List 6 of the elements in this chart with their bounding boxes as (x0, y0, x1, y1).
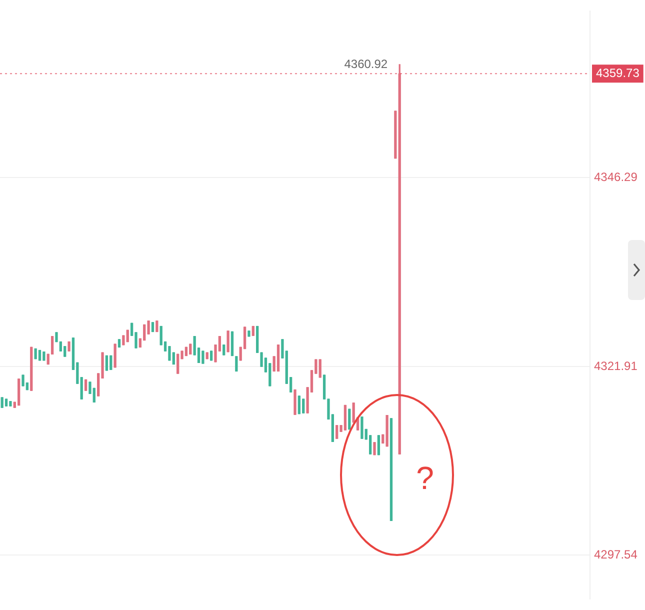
annotation: 4360.92 (344, 56, 388, 71)
ref-line-label: 4359.73 (596, 66, 640, 80)
annotation: ? (416, 460, 434, 496)
y-tick-label: 4321.91 (594, 358, 638, 373)
y-tick-label: 4297.54 (594, 547, 638, 562)
y-tick-label: 4346.29 (594, 170, 638, 184)
